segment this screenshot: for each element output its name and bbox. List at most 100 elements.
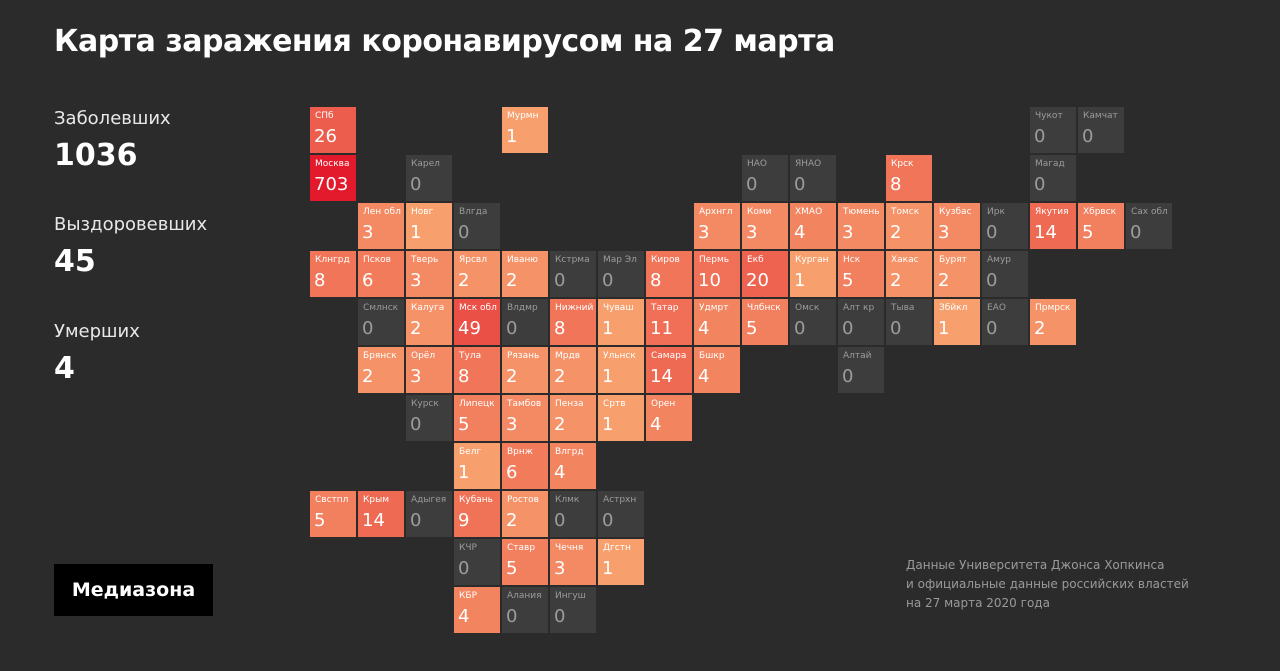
region-tile[interactable]: Магад 0 bbox=[1030, 155, 1076, 201]
region-name: Магад bbox=[1035, 159, 1065, 169]
region-tile[interactable]: Алт кр 0 bbox=[838, 299, 884, 345]
region-tile[interactable]: Алания 0 bbox=[502, 587, 548, 633]
region-tile[interactable]: Прмрск 2 bbox=[1030, 299, 1076, 345]
region-tile[interactable]: Ингуш 0 bbox=[550, 587, 596, 633]
region-tile[interactable]: Орен 4 bbox=[646, 395, 692, 441]
region-tile[interactable]: Амур 0 bbox=[982, 251, 1028, 297]
region-tile[interactable]: Новг 1 bbox=[406, 203, 452, 249]
region-tile[interactable]: Ирк 0 bbox=[982, 203, 1028, 249]
region-tile[interactable]: Архнгл 3 bbox=[694, 203, 740, 249]
region-tile[interactable]: Сртв 1 bbox=[598, 395, 644, 441]
region-tile[interactable]: Клнгрд 8 bbox=[310, 251, 356, 297]
region-tile[interactable]: ЯНАО 0 bbox=[790, 155, 836, 201]
region-tile[interactable]: Мрдв 2 bbox=[550, 347, 596, 393]
region-tile[interactable]: НАО 0 bbox=[742, 155, 788, 201]
region-cases: 0 bbox=[506, 318, 518, 339]
region-tile[interactable]: Ставр 5 bbox=[502, 539, 548, 585]
region-tile[interactable]: Мск обл 49 bbox=[454, 299, 500, 345]
region-tile[interactable]: Тамбов 3 bbox=[502, 395, 548, 441]
region-tile[interactable]: Якутия 14 bbox=[1030, 203, 1076, 249]
region-tile[interactable]: Тюмень 3 bbox=[838, 203, 884, 249]
region-tile[interactable]: Свстпл 5 bbox=[310, 491, 356, 537]
region-tile[interactable]: Тверь 3 bbox=[406, 251, 452, 297]
region-tile[interactable]: Рязань 2 bbox=[502, 347, 548, 393]
region-tile[interactable]: Ростов 2 bbox=[502, 491, 548, 537]
region-tile[interactable]: Астрхн 0 bbox=[598, 491, 644, 537]
region-tile[interactable]: Липецк 5 bbox=[454, 395, 500, 441]
region-tile[interactable]: Ярсвл 2 bbox=[454, 251, 500, 297]
region-tile[interactable]: Клмк 0 bbox=[550, 491, 596, 537]
region-tile[interactable]: Брянск 2 bbox=[358, 347, 404, 393]
region-tile[interactable]: Иваню 2 bbox=[502, 251, 548, 297]
region-tile[interactable]: ХМАО 4 bbox=[790, 203, 836, 249]
region-tile[interactable]: Нск 5 bbox=[838, 251, 884, 297]
region-tile[interactable]: Белг 1 bbox=[454, 443, 500, 489]
region-tile[interactable]: Мурмн 1 bbox=[502, 107, 548, 153]
region-tile[interactable]: Мар Эл 0 bbox=[598, 251, 644, 297]
region-cases: 2 bbox=[554, 414, 566, 435]
region-tile[interactable]: Хбрвск 5 bbox=[1078, 203, 1124, 249]
region-tile[interactable]: Адыгея 0 bbox=[406, 491, 452, 537]
region-tile[interactable]: Збйкл 1 bbox=[934, 299, 980, 345]
region-tile[interactable]: Ульнск 1 bbox=[598, 347, 644, 393]
region-tile[interactable]: Бшкр 4 bbox=[694, 347, 740, 393]
region-cases: 0 bbox=[842, 318, 854, 339]
region-tile[interactable]: Сах обл 0 bbox=[1126, 203, 1172, 249]
region-tile[interactable]: Чуваш 1 bbox=[598, 299, 644, 345]
region-tile[interactable]: Екб 20 bbox=[742, 251, 788, 297]
region-tile[interactable]: Влгда 0 bbox=[454, 203, 500, 249]
region-tile[interactable]: КЧР 0 bbox=[454, 539, 500, 585]
region-tile[interactable]: Кузбас 3 bbox=[934, 203, 980, 249]
region-tile[interactable]: Крск 8 bbox=[886, 155, 932, 201]
region-tile[interactable]: Тыва 0 bbox=[886, 299, 932, 345]
region-tile[interactable]: Хакас 2 bbox=[886, 251, 932, 297]
region-tile[interactable]: Нижний 8 bbox=[550, 299, 596, 345]
region-tile[interactable]: Камчат 0 bbox=[1078, 107, 1124, 153]
region-name: Архнгл bbox=[699, 207, 733, 217]
mediazona-logo[interactable]: Медиазона bbox=[54, 564, 213, 616]
region-tile[interactable]: Удмрт 4 bbox=[694, 299, 740, 345]
region-tile[interactable]: Смлнск 0 bbox=[358, 299, 404, 345]
region-name: Нижний bbox=[555, 303, 594, 313]
region-tile[interactable]: Врнж 6 bbox=[502, 443, 548, 489]
region-tile[interactable]: Пермь 10 bbox=[694, 251, 740, 297]
region-tile[interactable]: Лен обл 3 bbox=[358, 203, 404, 249]
region-tile[interactable]: Влгрд 4 bbox=[550, 443, 596, 489]
region-tile[interactable]: Киров 8 bbox=[646, 251, 692, 297]
region-cases: 0 bbox=[1130, 222, 1142, 243]
region-tile[interactable]: Влдмр 0 bbox=[502, 299, 548, 345]
region-tile[interactable]: Бурят 2 bbox=[934, 251, 980, 297]
region-name: Астрхн bbox=[603, 495, 637, 505]
region-tile[interactable]: Члбнск 5 bbox=[742, 299, 788, 345]
region-tile[interactable]: Тула 8 bbox=[454, 347, 500, 393]
region-tile[interactable]: Коми 3 bbox=[742, 203, 788, 249]
region-name: Тыва bbox=[891, 303, 915, 313]
region-tile[interactable]: Томск 2 bbox=[886, 203, 932, 249]
region-tile[interactable]: Самара 14 bbox=[646, 347, 692, 393]
region-name: Ростов bbox=[507, 495, 539, 505]
region-tile[interactable]: Крым 14 bbox=[358, 491, 404, 537]
region-tile[interactable]: Карел 0 bbox=[406, 155, 452, 201]
region-tile[interactable]: Чукот 0 bbox=[1030, 107, 1076, 153]
region-tile[interactable]: Алтай 0 bbox=[838, 347, 884, 393]
region-tile[interactable]: КБР 4 bbox=[454, 587, 500, 633]
region-tile[interactable]: СПб 26 bbox=[310, 107, 356, 153]
region-tile[interactable]: Курган 1 bbox=[790, 251, 836, 297]
region-tile[interactable]: Калуга 2 bbox=[406, 299, 452, 345]
region-tile[interactable]: Курск 0 bbox=[406, 395, 452, 441]
region-tile[interactable]: Омск 0 bbox=[790, 299, 836, 345]
region-tile[interactable]: Псков 6 bbox=[358, 251, 404, 297]
region-tile[interactable]: Татар 11 bbox=[646, 299, 692, 345]
region-name: Клнгрд bbox=[315, 255, 350, 265]
region-tile[interactable]: Орёл 3 bbox=[406, 347, 452, 393]
region-name: Татар bbox=[651, 303, 679, 313]
region-tile[interactable]: Пенза 2 bbox=[550, 395, 596, 441]
region-tile[interactable]: Москва 703 bbox=[310, 155, 356, 201]
deaths-value: 4 bbox=[54, 351, 75, 386]
region-tile[interactable]: Чечня 3 bbox=[550, 539, 596, 585]
region-cases: 14 bbox=[1034, 222, 1057, 243]
region-tile[interactable]: ЕАО 0 bbox=[982, 299, 1028, 345]
region-tile[interactable]: Дгстн 1 bbox=[598, 539, 644, 585]
region-tile[interactable]: Кстрма 0 bbox=[550, 251, 596, 297]
region-tile[interactable]: Кубань 9 bbox=[454, 491, 500, 537]
